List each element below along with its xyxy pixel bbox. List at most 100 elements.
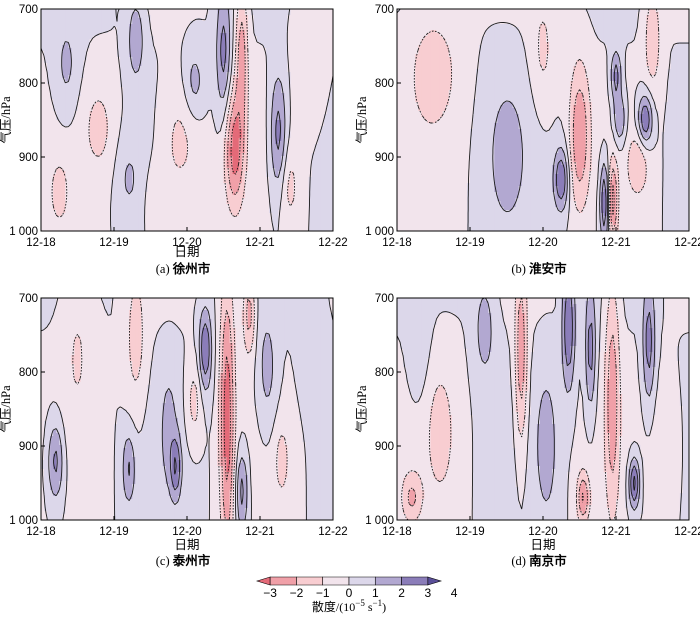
panel-letter: (b) [511,262,529,276]
contour-lines [41,9,333,231]
contour-level-1 [477,298,656,511]
colorbar-tick-label: 3 [425,586,432,600]
contour-lines [397,298,689,520]
x-tick-label: 12-22 [318,237,347,249]
colorbar: −3 −2 −1 0 1 2 3 4 散度/(10−5 s−1) [255,576,458,614]
y-tick-label: 1 000 [365,226,394,238]
contour-level-2 [555,64,650,227]
y-tick-label: 1 000 [365,515,394,527]
contour-level-2 [564,298,652,502]
colorbar-tick-label: 0 [346,586,353,600]
y-tick-label: 800 [19,367,38,379]
y-axis-label: 气压/hPa [354,385,369,433]
x-tick-label: 12-18 [382,237,411,249]
panel-letter: (d) [511,554,529,568]
contour-level-3 [633,475,636,491]
colorbar-tick-label: 1 [372,586,379,600]
x-tick-label: 12-18 [26,526,55,538]
x-tick-label: 12-20 [172,526,201,538]
contour-level--3 [581,492,584,503]
x-axis-label: 日期 [530,538,555,552]
contour-level-1 [492,50,653,231]
x-tick-label: 12-22 [674,526,700,538]
colorbar-tick-label: −3 [263,586,277,600]
x-tick-label: 12-20 [528,237,557,249]
contour-level-3 [173,457,177,475]
contour-level--3 [230,111,241,175]
contour-level--2 [572,89,618,231]
y-tick-label: 700 [19,293,38,305]
contour-level-2 [53,323,244,505]
panel-1: 12-18 12-19 12-20 12-21 12-22 700 800 900 1 000 气… [0,4,348,276]
colorbar-swatch [296,576,324,586]
contour-level--1 [401,298,622,520]
y-tick-label: 800 [375,367,394,379]
y-tick-label: 900 [19,152,38,164]
panel-title: 南京市 [529,553,567,568]
colorbar-tick-label: −1 [316,586,330,600]
colorbar-swatch [322,576,350,586]
contour-level-1 [48,306,273,520]
x-tick-label: 12-22 [318,526,347,538]
y-axis-label: 气压/hPa [0,385,13,433]
y-tick-label: 800 [19,78,38,90]
panel-2: 12-18 12-19 12-20 12-21 12-22 700 800 900 1 000 气… [354,4,700,276]
y-tick-label: 900 [19,441,38,453]
panel-caption: (c) 泰州市 [156,553,211,568]
contour-level-0 [397,298,689,520]
divergence-fill [397,298,689,520]
contour-level--3 [611,185,615,216]
colorbar-swatch [269,576,297,586]
contour-level--3 [223,356,231,482]
panel-4: 12-18 12-19 12-20 12-21 12-22 700 800 900 1 000 气… [354,293,700,568]
x-tick-label: 12-21 [601,237,630,249]
x-axis-label: 日期 [174,538,199,552]
x-tick-label: 12-19 [455,237,484,249]
x-tick-label: 12-21 [245,526,274,538]
y-tick-label: 800 [375,78,394,90]
x-tick-label: 12-19 [99,526,128,538]
panel-letter: (a) [156,262,173,276]
y-tick-label: 1 000 [9,226,38,238]
contour-lines [41,298,333,520]
x-tick-label: 12-21 [601,526,630,538]
contour-level--1 [72,298,288,520]
contour-level-0 [41,9,333,231]
divergence-fill [41,9,333,231]
contour-level-0 [41,298,333,520]
y-tick-label: 1 000 [9,515,38,527]
colorbar-swatch [255,576,271,586]
x-tick-label: 12-21 [245,237,274,249]
panel-title: 泰州市 [172,553,211,568]
x-tick-label: 12-20 [528,526,557,538]
x-tick-label: 12-19 [99,237,128,249]
contour-lines [397,9,689,231]
colorbar-label: 散度/(10−5 s−1) [312,598,386,614]
x-axis-label: 日期 [174,245,199,259]
y-tick-label: 900 [375,152,394,164]
contour-level-1 [61,9,286,195]
y-axis-label: 气压/hPa [0,96,13,144]
panels-layer: 12-18 12-19 12-20 12-21 12-22 700 800 900 1 000 气… [0,4,700,568]
x-tick-label: 12-19 [455,526,484,538]
y-tick-label: 900 [375,441,394,453]
colorbar-swatch [348,576,376,586]
colorbar-tick-label: −2 [290,586,304,600]
x-tick-label: 12-18 [382,526,411,538]
x-tick-label: 12-22 [674,237,700,249]
contour-level-2 [220,25,281,150]
panel-caption: (a) 徐州市 [156,261,211,276]
divergence-fill [397,9,689,231]
y-axis-label: 气压/hPa [354,96,369,144]
panel-caption: (b) 淮安市 [511,261,567,276]
colorbar-tick-label: 2 [398,586,405,600]
y-tick-label: 700 [19,4,38,16]
contour-level-0 [397,9,689,231]
panel-title: 徐州市 [172,261,211,276]
panel-3: 12-18 12-19 12-20 12-21 12-22 700 800 900 1 000 气… [0,293,348,568]
panel-caption: (d) 南京市 [511,553,567,568]
colorbar-swatch [374,576,402,586]
x-tick-label: 12-20 [172,237,201,249]
y-tick-label: 700 [375,293,394,305]
contour-level--2 [221,298,252,520]
